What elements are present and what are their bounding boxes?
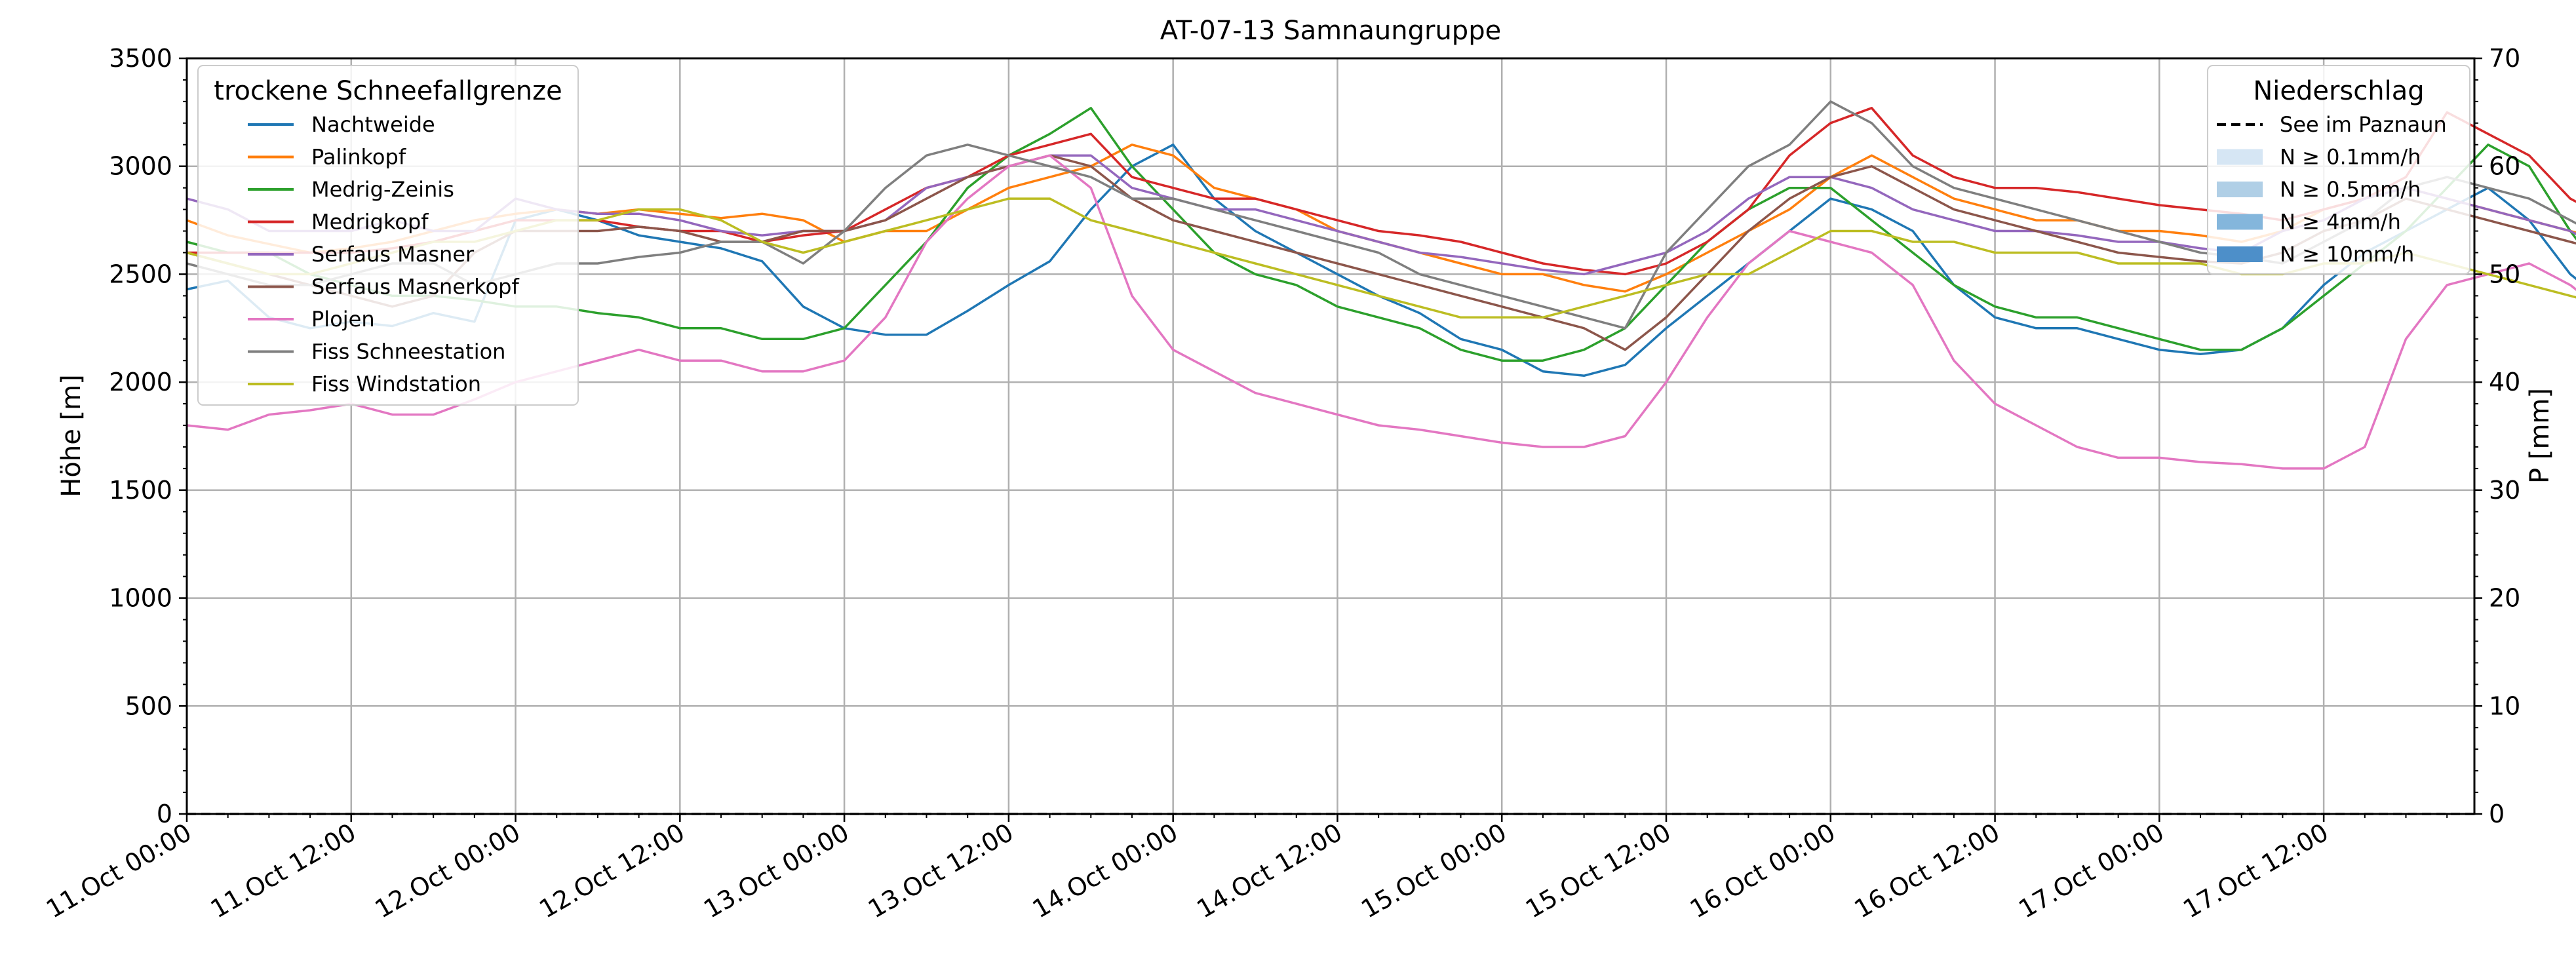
series-line-medrigkopf: [187, 107, 2576, 276]
legend-right-label: N ≥ 4mm/h: [2280, 210, 2401, 235]
y-tick-label: 3000: [109, 152, 172, 181]
chart-title: AT-07-13 Samnaungruppe: [1160, 16, 1501, 46]
legend-right-label: N ≥ 10mm/h: [2280, 242, 2414, 267]
legend-left-label: Serfaus Masner: [311, 242, 475, 267]
legend-left-title: trockene Schneefallgrenze: [214, 76, 562, 106]
legend-right-label: N ≥ 0.5mm/h: [2280, 177, 2421, 202]
series-line-medrig-zeinis: [186, 107, 2576, 362]
legend-right-swatch: [2217, 149, 2263, 165]
y-tick-label: 1500: [109, 476, 172, 505]
legend-right-entries: See im Paznaun N ≥ 0.1mm/h N ≥ 0.5mm/h N ≥ …: [2217, 112, 2447, 267]
y2-tick-label: 20: [2489, 584, 2520, 613]
legend-right: Niederschlag See im Paznaun N ≥ 0.1mm/h N …: [2207, 65, 2470, 275]
legend-right-title: Niederschlag: [2253, 76, 2424, 106]
legend-left-label: Fiss Windstation: [311, 372, 481, 396]
series-line-plojen: [186, 154, 2576, 470]
y-tick-label: 1000: [109, 584, 172, 613]
y2-axis: 0 10 20 30 40 50 60 70: [2474, 44, 2520, 828]
legend-right-frame: [2207, 65, 2470, 275]
legend-left-entries: Nachtweide Palinkopf Medrig-Zeinis Medrigko…: [248, 112, 519, 396]
y-tick-label: 2000: [109, 368, 172, 396]
y-tick-label: 3500: [109, 44, 172, 73]
legend-left-label: Fiss Schneestation: [311, 339, 505, 364]
legend-left-label: Medrig-Zeinis: [311, 177, 454, 202]
legend-left-label: Medrigkopf: [311, 210, 429, 235]
y2-axis-title: P [mm]: [2525, 388, 2555, 484]
plot-frame: [185, 57, 2476, 815]
y2-tick-label: 70: [2489, 44, 2520, 73]
y2-tick-label: 50: [2489, 260, 2520, 288]
legend-right-label: See im Paznaun: [2280, 112, 2447, 137]
y2-tick-label: 30: [2489, 476, 2520, 505]
y-tick-label: 2500: [109, 260, 172, 288]
y-tick-label: 0: [157, 800, 172, 828]
legend-left-label: Plojen: [311, 307, 375, 332]
y2-tick-label: 40: [2489, 368, 2520, 396]
y2-tick-label: 60: [2489, 152, 2520, 181]
y-axis-title: Höhe [m]: [56, 374, 87, 497]
legend-right-swatch: [2217, 214, 2263, 230]
legend-left-label: Palinkopf: [311, 145, 406, 170]
legend-left-label: Nachtweide: [311, 112, 435, 137]
y2-tick-label: 10: [2489, 691, 2520, 720]
y-axis: 0 500 1000 1500 2000 2500 3000 3500: [109, 44, 187, 828]
series-line-fiss-windstation: [186, 197, 2576, 319]
y2-tick-label: 0: [2489, 800, 2505, 828]
legend-left-label: Serfaus Masnerkopf: [311, 275, 519, 299]
series-line-fiss-schneestation: [186, 100, 2576, 330]
series-lines: [186, 100, 2576, 470]
legend-right-swatch: [2217, 246, 2263, 262]
legend-right-label: N ≥ 0.1mm/h: [2280, 145, 2421, 170]
y-tick-label: 500: [125, 691, 172, 720]
series-line-serfaus-masnerkopf: [186, 154, 2576, 351]
series-line-nachtweide: [186, 144, 2576, 377]
legend-right-swatch: [2217, 182, 2263, 197]
legend-left: trockene Schneefallgrenze Nachtweide Pali…: [197, 65, 579, 406]
